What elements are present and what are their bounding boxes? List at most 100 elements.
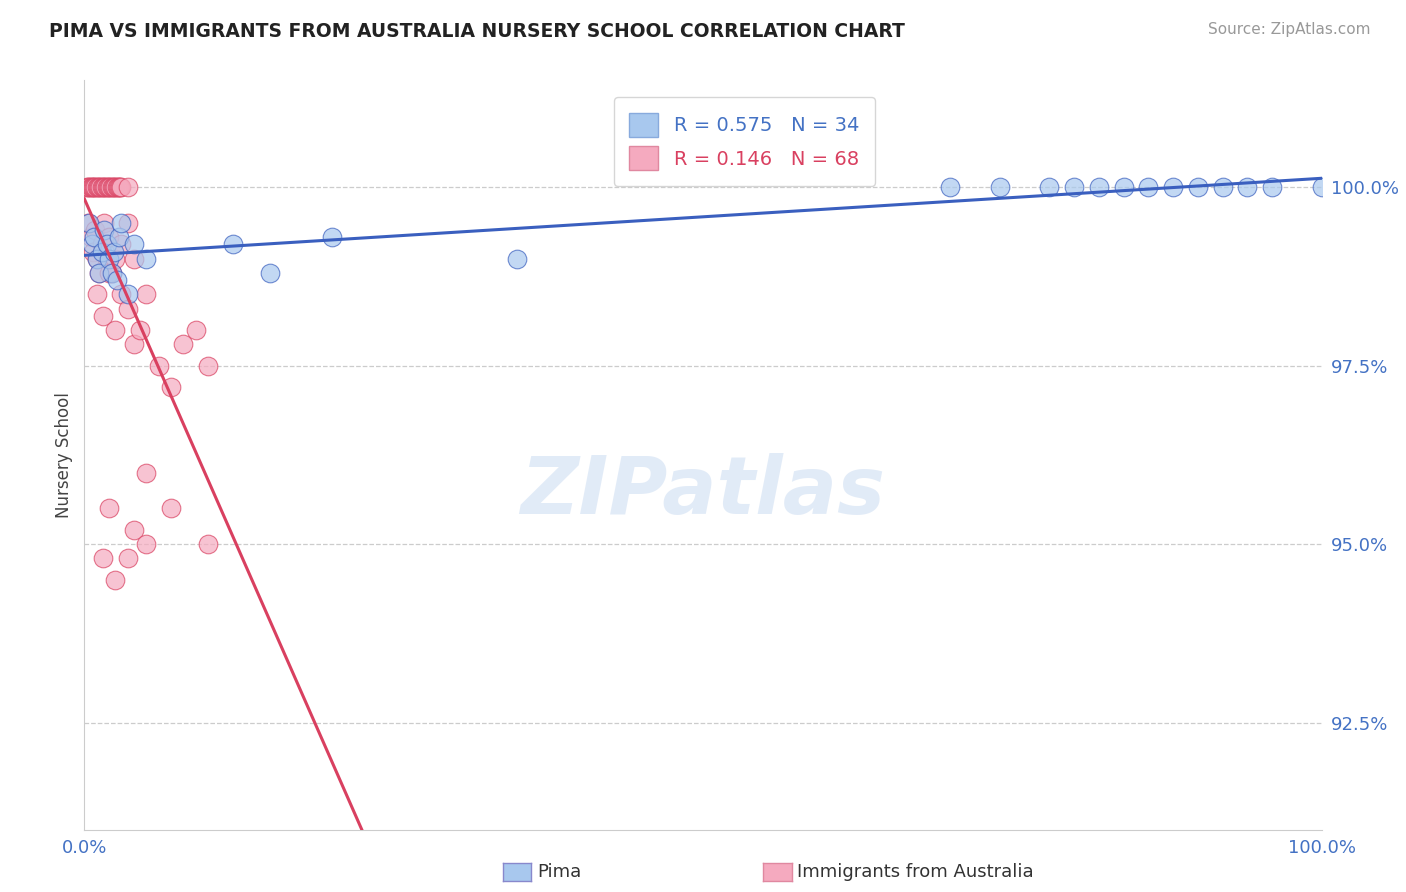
Point xyxy=(259,266,281,280)
Point xyxy=(82,244,104,259)
Point xyxy=(103,180,125,194)
Point xyxy=(117,287,139,301)
Y-axis label: Nursery School: Nursery School xyxy=(55,392,73,518)
Point xyxy=(80,180,103,194)
Point xyxy=(104,180,127,194)
Point xyxy=(84,223,107,237)
Point xyxy=(135,287,157,301)
Point xyxy=(84,180,107,194)
Point xyxy=(988,180,1011,194)
Point xyxy=(148,359,170,373)
Point xyxy=(506,252,529,266)
Point xyxy=(93,216,115,230)
Point xyxy=(104,252,127,266)
Point xyxy=(1137,180,1160,194)
Point xyxy=(110,180,132,194)
Point xyxy=(105,273,128,287)
Point xyxy=(129,323,152,337)
Point xyxy=(100,180,122,194)
Point xyxy=(90,237,112,252)
Point xyxy=(117,216,139,230)
Point xyxy=(83,180,105,194)
Point xyxy=(110,237,132,252)
Point xyxy=(108,180,131,194)
Point xyxy=(122,337,145,351)
Point xyxy=(89,180,111,194)
Point xyxy=(104,323,127,337)
Point xyxy=(97,180,120,194)
Point xyxy=(90,180,112,194)
Text: Source: ZipAtlas.com: Source: ZipAtlas.com xyxy=(1208,22,1371,37)
Point xyxy=(89,266,111,280)
Point xyxy=(77,180,100,194)
Point xyxy=(79,180,101,194)
Point xyxy=(93,180,115,194)
Point xyxy=(100,266,122,280)
Point xyxy=(1088,180,1111,194)
Point xyxy=(89,266,111,280)
Point xyxy=(1212,180,1234,194)
Point xyxy=(96,180,118,194)
Point xyxy=(1161,180,1184,194)
Point xyxy=(93,223,115,237)
Point xyxy=(86,252,108,266)
Point xyxy=(117,180,139,194)
Point xyxy=(79,216,101,230)
Point xyxy=(87,180,110,194)
Text: Immigrants from Australia: Immigrants from Australia xyxy=(797,863,1033,881)
Point xyxy=(86,287,108,301)
Point xyxy=(135,466,157,480)
Point xyxy=(1310,180,1333,194)
Point xyxy=(98,230,121,244)
Point xyxy=(197,537,219,551)
Point xyxy=(98,501,121,516)
Point xyxy=(96,252,118,266)
Point xyxy=(1063,180,1085,194)
Point xyxy=(160,380,183,394)
Point xyxy=(105,180,128,194)
Point xyxy=(122,237,145,252)
Point xyxy=(939,180,962,194)
Point xyxy=(89,180,111,194)
Point xyxy=(76,180,98,194)
Point xyxy=(100,266,122,280)
Point xyxy=(110,180,132,194)
Point xyxy=(90,244,112,259)
Point xyxy=(1261,180,1284,194)
Point xyxy=(1038,180,1060,194)
Point xyxy=(135,252,157,266)
Point xyxy=(172,337,194,351)
Point xyxy=(122,252,145,266)
Point xyxy=(104,573,127,587)
Point xyxy=(321,230,343,244)
Point xyxy=(96,237,118,252)
Point xyxy=(86,252,108,266)
Point xyxy=(160,501,183,516)
Point xyxy=(135,537,157,551)
Point xyxy=(1112,180,1135,194)
Point xyxy=(117,301,139,316)
Point xyxy=(184,323,207,337)
Point xyxy=(101,180,124,194)
Point xyxy=(103,244,125,259)
Point xyxy=(83,230,105,244)
Text: PIMA VS IMMIGRANTS FROM AUSTRALIA NURSERY SCHOOL CORRELATION CHART: PIMA VS IMMIGRANTS FROM AUSTRALIA NURSER… xyxy=(49,22,905,41)
Point xyxy=(79,180,101,194)
Point xyxy=(91,551,114,566)
Point xyxy=(222,237,245,252)
Point xyxy=(91,180,114,194)
Point xyxy=(98,180,121,194)
Point xyxy=(197,359,219,373)
Point xyxy=(94,180,117,194)
Point xyxy=(117,551,139,566)
Point xyxy=(108,230,131,244)
Text: ZIPatlas: ZIPatlas xyxy=(520,453,886,532)
Point xyxy=(80,237,103,252)
Text: Pima: Pima xyxy=(537,863,581,881)
Point xyxy=(82,180,104,194)
Point xyxy=(107,180,129,194)
Point xyxy=(110,287,132,301)
Legend: R = 0.575   N = 34, R = 0.146   N = 68: R = 0.575 N = 34, R = 0.146 N = 68 xyxy=(614,97,875,186)
Point xyxy=(98,252,121,266)
Point xyxy=(110,216,132,230)
